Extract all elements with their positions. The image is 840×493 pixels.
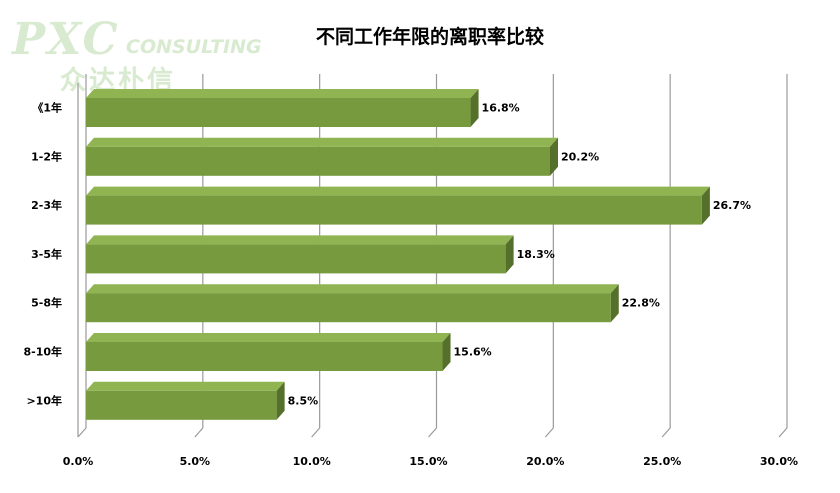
x-tick-label: 15.0% xyxy=(409,455,447,468)
x-tick-label: 0.0% xyxy=(63,455,94,468)
bar xyxy=(86,342,443,371)
bar-top-face xyxy=(86,381,285,391)
bar-side-face xyxy=(610,284,619,323)
bar-side-face xyxy=(550,137,559,176)
chart-title: 不同工作年限的离职率比较 xyxy=(315,26,544,48)
gridline-floor xyxy=(428,427,437,438)
bar-top-face xyxy=(86,333,451,342)
bar xyxy=(86,98,471,127)
data-label: 20.2% xyxy=(561,150,599,163)
data-label: 22.8% xyxy=(622,297,660,310)
pxc-consulting-logo: PXC CONSULTING 众达朴信 xyxy=(8,14,278,96)
x-tick-label: 25.0% xyxy=(643,455,681,468)
data-label: 8.5% xyxy=(288,394,319,407)
category-label: 8-10年 xyxy=(23,345,62,359)
category-label: 2-3年 xyxy=(31,198,62,212)
bar xyxy=(86,195,702,225)
gridline-floor xyxy=(661,427,671,438)
data-label: 26.7% xyxy=(713,199,751,212)
gridline-floor xyxy=(194,427,204,438)
category-label: 《1年 xyxy=(32,101,62,115)
category-label: >10年 xyxy=(26,393,62,407)
logo-brand: PXC xyxy=(12,14,120,65)
bar xyxy=(86,293,611,323)
bar-top-face xyxy=(86,235,514,245)
category-label: 3-5年 xyxy=(31,247,62,261)
data-label: 16.8% xyxy=(482,102,520,115)
bar xyxy=(86,244,506,274)
bar-side-face xyxy=(276,381,285,420)
bar xyxy=(86,390,277,420)
category-label: 1-2年 xyxy=(31,149,62,163)
category-label: 5-8年 xyxy=(31,296,62,310)
x-tick-label: 20.0% xyxy=(526,455,564,468)
data-label: 15.6% xyxy=(454,346,492,359)
bar-top-face xyxy=(86,284,619,294)
gridline-floor xyxy=(77,427,87,438)
gridline-floor xyxy=(311,427,321,438)
logo-tagline: CONSULTING xyxy=(126,36,262,58)
bar-side-face xyxy=(442,333,451,371)
gridline-floor xyxy=(544,427,554,438)
bar-top-face xyxy=(86,186,710,196)
bar-side-face xyxy=(505,235,514,274)
gridline-floor xyxy=(778,427,788,438)
bar-side-face xyxy=(701,186,710,225)
data-label: 18.3% xyxy=(517,248,555,261)
x-tick-label: 30.0% xyxy=(760,455,798,468)
bar-side-face xyxy=(470,89,479,127)
bar-top-face xyxy=(86,137,559,147)
bar xyxy=(86,146,551,176)
x-tick-label: 5.0% xyxy=(180,455,211,468)
x-tick-label: 10.0% xyxy=(293,455,331,468)
bar-top-face xyxy=(86,89,479,98)
